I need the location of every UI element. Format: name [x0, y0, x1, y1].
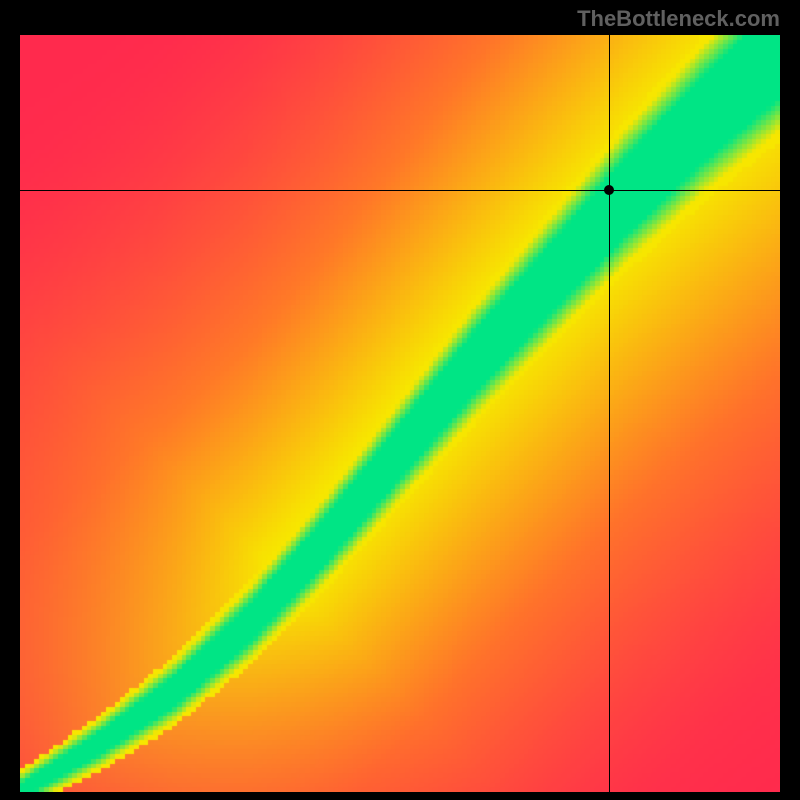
crosshair-horizontal: [20, 190, 780, 191]
watermark-text: TheBottleneck.com: [577, 6, 780, 32]
crosshair-vertical: [609, 35, 610, 792]
bottleneck-heatmap: [20, 35, 780, 792]
